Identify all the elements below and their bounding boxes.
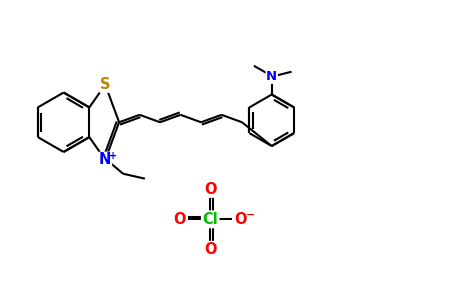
Text: O: O <box>204 242 217 256</box>
Text: O: O <box>204 182 217 197</box>
Text: N: N <box>99 152 112 167</box>
Text: Cl: Cl <box>202 212 218 227</box>
Text: +: + <box>109 151 117 161</box>
Text: O: O <box>235 212 247 227</box>
Text: O: O <box>173 212 186 227</box>
Text: S: S <box>100 77 111 92</box>
Text: N: N <box>266 70 277 83</box>
Text: −: − <box>246 209 255 219</box>
